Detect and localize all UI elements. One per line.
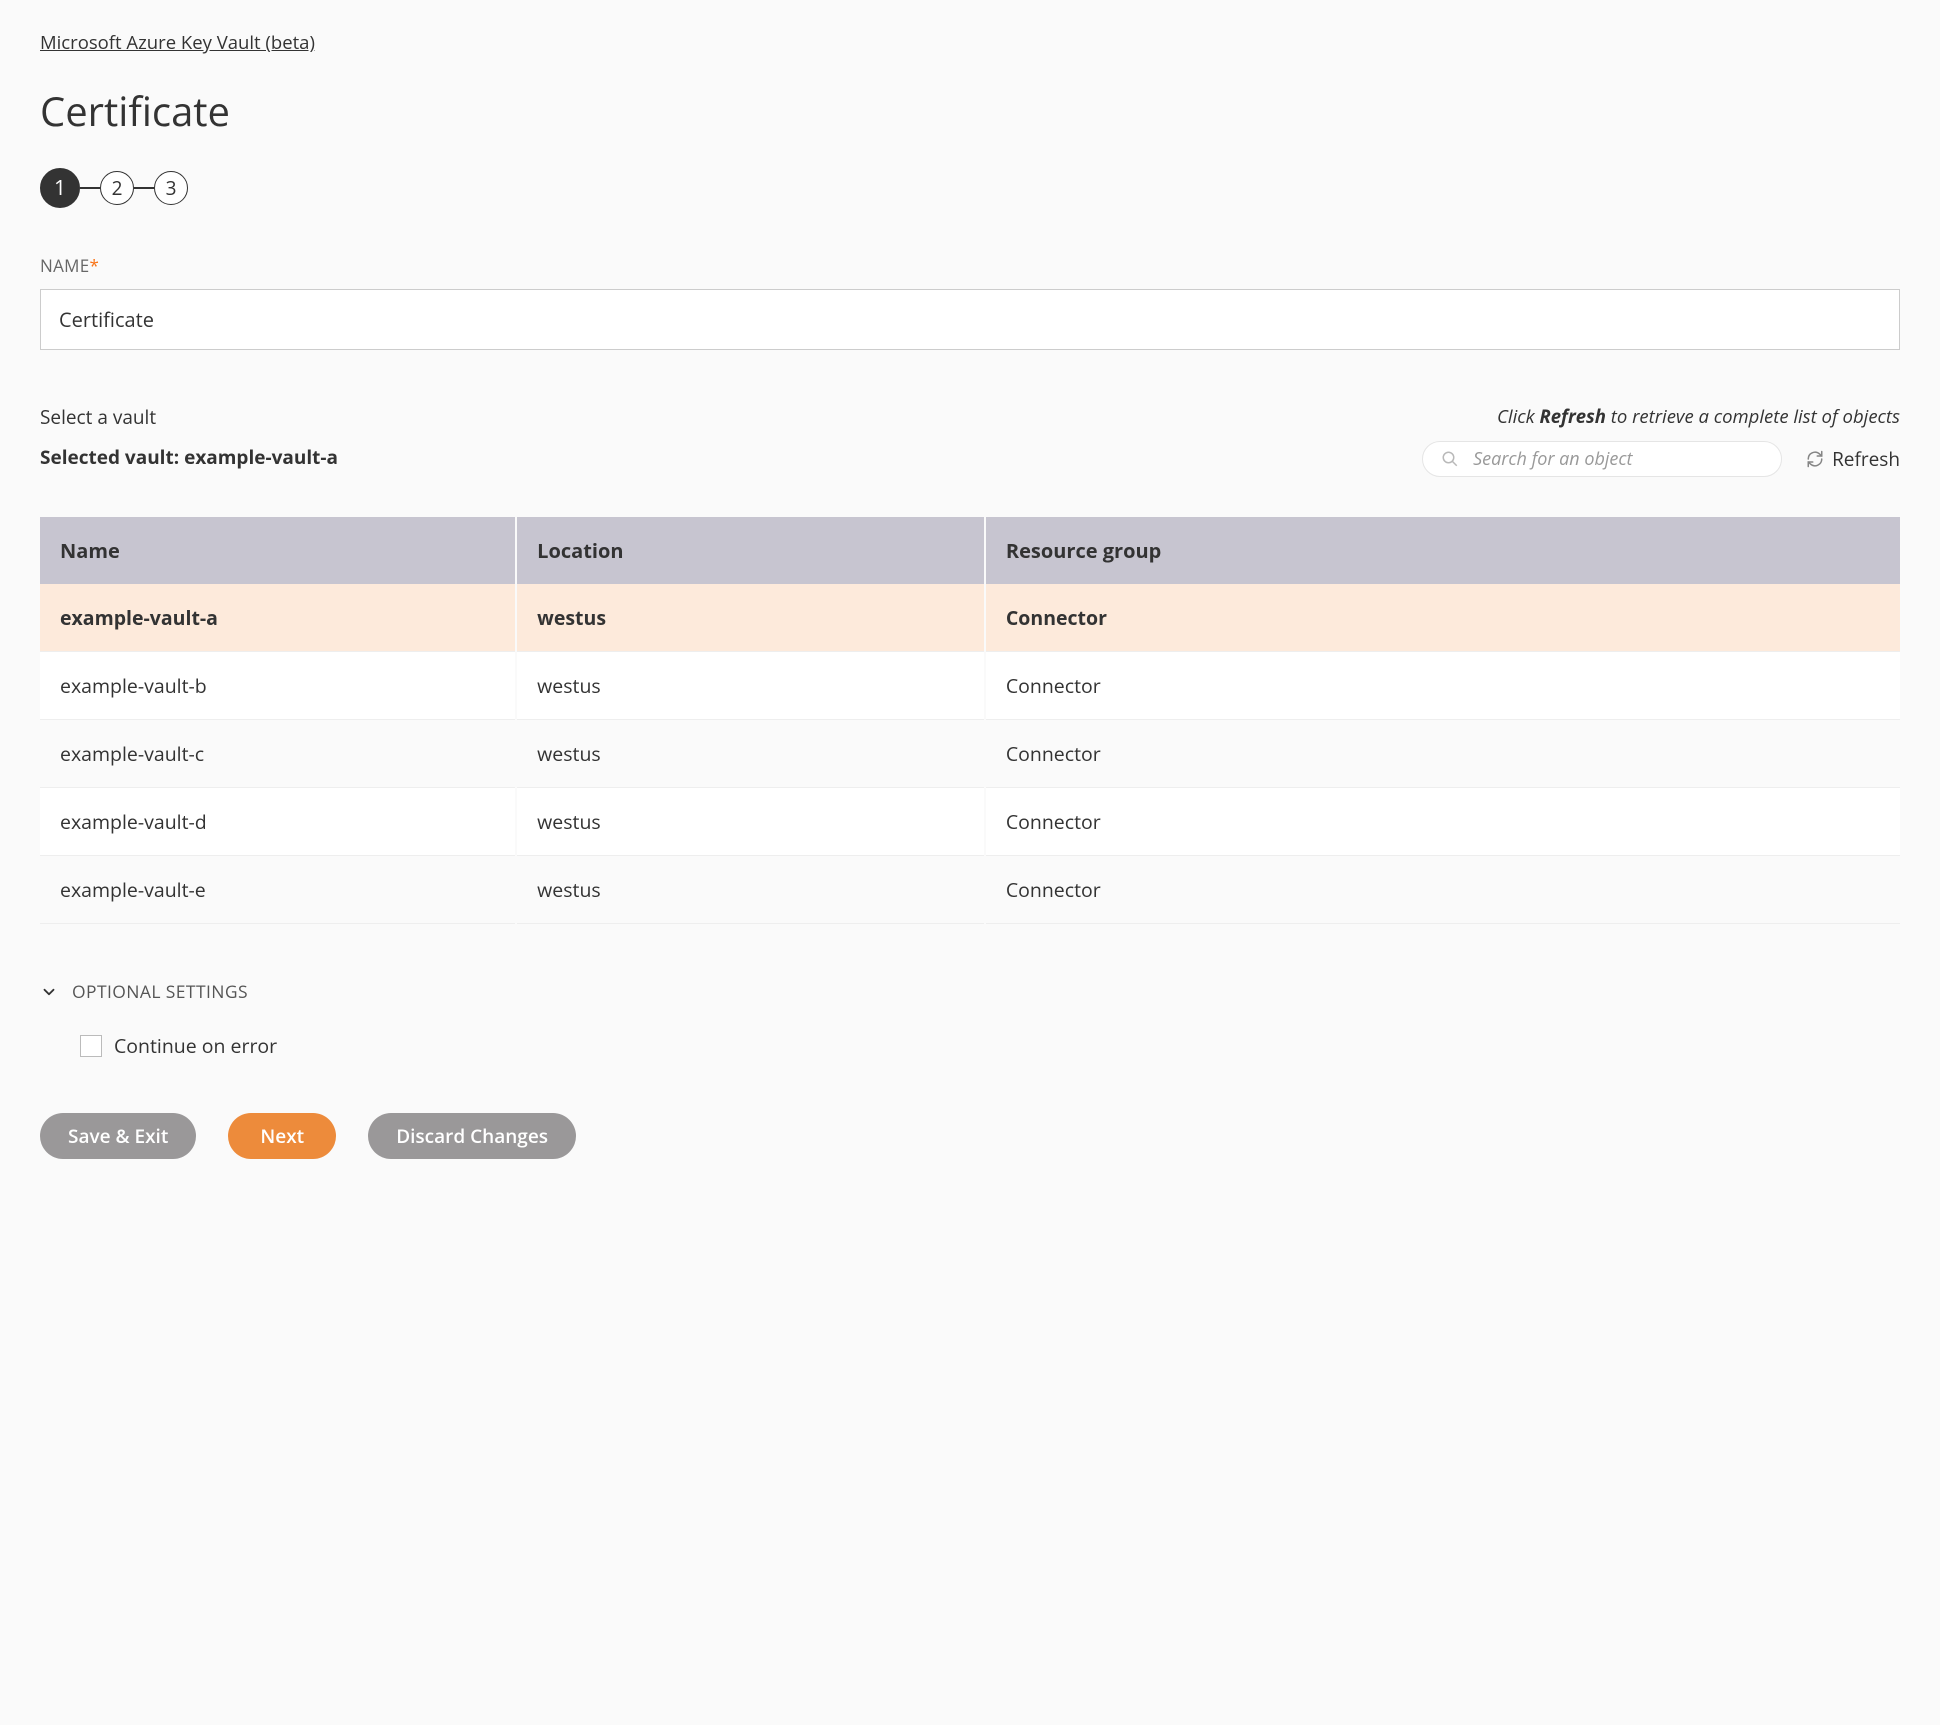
selected-vault-label: Selected vault: example-vault-a bbox=[40, 444, 338, 470]
table-header-resource-group[interactable]: Resource group bbox=[985, 517, 1900, 584]
table-cell-resourceGroup: Connector bbox=[985, 584, 1900, 652]
refresh-icon bbox=[1806, 450, 1824, 468]
optional-settings-toggle[interactable]: OPTIONAL SETTINGS bbox=[40, 980, 1900, 1004]
table-row[interactable]: example-vault-cwestusConnector bbox=[40, 720, 1900, 788]
step-2[interactable]: 2 bbox=[100, 171, 134, 205]
table-cell-resourceGroup: Connector bbox=[985, 856, 1900, 924]
required-asterisk: * bbox=[90, 254, 100, 277]
continue-on-error-checkbox[interactable] bbox=[80, 1035, 102, 1057]
table-cell-name: example-vault-a bbox=[40, 584, 516, 652]
search-input[interactable] bbox=[1473, 447, 1763, 471]
name-field-label: NAME* bbox=[40, 254, 1900, 277]
table-cell-name: example-vault-c bbox=[40, 720, 516, 788]
discard-changes-button[interactable]: Discard Changes bbox=[368, 1113, 576, 1159]
page-title: Certificate bbox=[40, 83, 1900, 138]
next-button[interactable]: Next bbox=[228, 1113, 336, 1159]
continue-on-error-label: Continue on error bbox=[114, 1032, 277, 1059]
table-cell-location: westus bbox=[516, 788, 985, 856]
table-cell-location: westus bbox=[516, 584, 985, 652]
table-cell-name: example-vault-b bbox=[40, 652, 516, 720]
table-cell-resourceGroup: Connector bbox=[985, 652, 1900, 720]
table-cell-name: example-vault-d bbox=[40, 788, 516, 856]
name-input[interactable] bbox=[40, 289, 1900, 350]
search-input-container[interactable] bbox=[1422, 441, 1782, 477]
table-header-name[interactable]: Name bbox=[40, 517, 516, 584]
table-cell-location: westus bbox=[516, 856, 985, 924]
stepper: 1 2 3 bbox=[40, 168, 1900, 208]
table-header-location[interactable]: Location bbox=[516, 517, 985, 584]
table-cell-location: westus bbox=[516, 652, 985, 720]
step-1[interactable]: 1 bbox=[40, 168, 80, 208]
table-row[interactable]: example-vault-dwestusConnector bbox=[40, 788, 1900, 856]
step-connector bbox=[134, 187, 154, 189]
vault-table: Name Location Resource group example-vau… bbox=[40, 517, 1900, 924]
step-3[interactable]: 3 bbox=[154, 171, 188, 205]
table-cell-name: example-vault-e bbox=[40, 856, 516, 924]
table-cell-resourceGroup: Connector bbox=[985, 720, 1900, 788]
breadcrumb-link[interactable]: Microsoft Azure Key Vault (beta) bbox=[40, 30, 315, 55]
refresh-hint: Click Refresh to retrieve a complete lis… bbox=[1422, 404, 1900, 429]
search-icon bbox=[1441, 450, 1459, 468]
table-cell-resourceGroup: Connector bbox=[985, 788, 1900, 856]
table-row[interactable]: example-vault-bwestusConnector bbox=[40, 652, 1900, 720]
refresh-button[interactable]: Refresh bbox=[1806, 446, 1900, 472]
select-vault-label: Select a vault bbox=[40, 404, 338, 430]
step-connector bbox=[80, 187, 100, 189]
table-row[interactable]: example-vault-ewestusConnector bbox=[40, 856, 1900, 924]
table-row[interactable]: example-vault-awestusConnector bbox=[40, 584, 1900, 652]
save-exit-button[interactable]: Save & Exit bbox=[40, 1113, 196, 1159]
refresh-label: Refresh bbox=[1832, 446, 1900, 472]
optional-settings-label: OPTIONAL SETTINGS bbox=[72, 980, 248, 1004]
chevron-down-icon bbox=[40, 983, 58, 1001]
table-cell-location: westus bbox=[516, 720, 985, 788]
